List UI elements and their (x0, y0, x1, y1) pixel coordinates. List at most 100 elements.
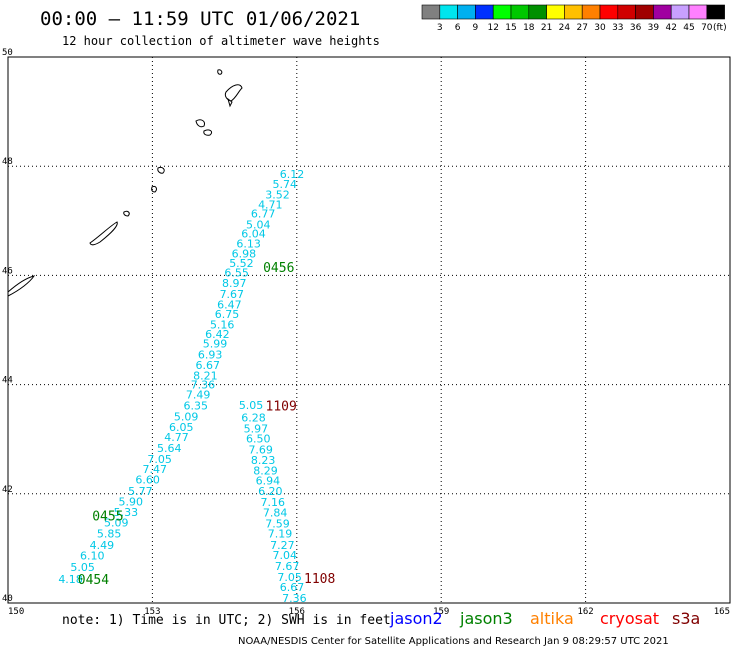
data-point-label: 5.85 (97, 528, 122, 541)
pass-time-label: 0456 (263, 261, 294, 276)
data-point-label: 7.49 (186, 388, 211, 401)
data-point-label: 6.42 (205, 328, 230, 341)
legend-label: 24 (559, 23, 571, 33)
legend-label: 12 (487, 23, 498, 33)
y-tick-label: 42 (2, 485, 13, 495)
y-tick-label: 50 (2, 48, 13, 58)
x-tick-label: 150 (8, 607, 24, 617)
legend-swatch (421, 4, 441, 20)
x-tick-label: 159 (433, 607, 449, 617)
data-point-label: 7.36 (282, 592, 307, 605)
coastline-outline (224, 84, 243, 102)
legend-swatch (457, 4, 476, 20)
x-tick-label: 156 (289, 607, 305, 617)
coastline-outline (89, 221, 118, 246)
data-point-label: 6.20 (258, 485, 283, 498)
data-point-label: 7.05 (277, 571, 302, 584)
legend-label: 21 (541, 23, 552, 33)
pass-time-label: 0455 (92, 510, 123, 525)
data-point-label: 6.75 (215, 308, 240, 321)
data-point-label: 5.05 (70, 561, 95, 574)
data-point-label: 7.04 (273, 549, 298, 562)
data-point-label: 7.36 (191, 379, 216, 392)
data-point-label: 7.67 (275, 560, 300, 573)
legend-swatch (581, 4, 601, 20)
data-point-label: 4.77 (164, 431, 189, 444)
data-point-label: 5.04 (246, 219, 271, 232)
data-point-label: 5.97 (244, 422, 269, 435)
legend-swatch (439, 4, 458, 20)
data-point-label: 8.29 (253, 464, 278, 477)
data-point-label: 6.47 (217, 298, 242, 311)
satellite-s3a: s3a (672, 609, 700, 628)
data-point-label: 7.69 (248, 444, 273, 457)
data-point-label: 5.09 (104, 517, 129, 530)
data-point-label: 6.93 (198, 349, 223, 362)
chart-title: 00:00 — 11:59 UTC 01/06/2021 (40, 8, 360, 30)
data-point-label: 6.10 (80, 549, 105, 562)
legend-swatch (706, 4, 725, 20)
data-point-label: 8.97 (222, 277, 247, 290)
data-point-label: 8.23 (251, 454, 276, 467)
data-point-label: 5.99 (203, 338, 228, 351)
satellite-legend: jason2 jason3 altika cryosat s3a (389, 609, 700, 628)
data-point-label: 6.50 (246, 433, 271, 446)
y-tick-label: 40 (2, 594, 13, 604)
data-point-label: 3.52 (265, 189, 290, 202)
data-point-label: 7.67 (220, 288, 245, 301)
legend-label: 9 (473, 23, 479, 33)
x-tick-label: 162 (577, 607, 593, 617)
data-point-label: 4.18 (58, 573, 83, 586)
data-point-label: 6.77 (251, 208, 276, 221)
legend-label: 18 (523, 23, 535, 33)
data-point-label: 7.59 (265, 517, 290, 530)
legend-swatch (617, 4, 636, 20)
data-point-label: 7.27 (270, 539, 295, 552)
legend-label: 36 (630, 23, 642, 33)
data-point-label: 5.16 (210, 319, 235, 332)
data-point-label: 5.64 (157, 442, 182, 455)
legend-swatch (599, 4, 619, 20)
legend-swatch (528, 4, 547, 20)
legend-label: 45 (683, 23, 694, 33)
data-point-label: 4.49 (90, 539, 115, 552)
data-point-label: 4.71 (258, 198, 283, 211)
coastline-outline (157, 167, 165, 174)
data-point-label: 5.52 (229, 257, 254, 270)
legend-label: 42 (665, 23, 676, 33)
coastline-outline (217, 69, 223, 75)
chart-subtitle: 12 hour collection of altimeter wave hei… (62, 34, 380, 48)
legend-swatch (492, 4, 512, 20)
y-tick-label: 48 (2, 157, 13, 167)
legend-swatch (688, 4, 708, 20)
pass-time-label: 1109 (266, 399, 297, 414)
legend-label: 6 (455, 23, 461, 33)
legend-label: 30 (594, 23, 606, 33)
data-point-label: 8.21 (193, 369, 218, 382)
data-point-label: 5.05 (239, 399, 264, 412)
data-point-label: 5.74 (273, 178, 298, 191)
data-point-label: 7.47 (143, 463, 168, 476)
data-point-label: 6.04 (241, 227, 266, 240)
legend-label: 70 (701, 23, 713, 33)
data-point-label: 6.55 (224, 267, 249, 280)
wave-height-color-legend: 3 6 9 12 15 18 21 24 27 30 33 36 39 42 45 70 (ft) (421, 4, 727, 33)
data-point-label: 6.05 (169, 421, 194, 434)
legend-unit: (ft) (713, 23, 727, 33)
x-tick-label: 153 (144, 607, 160, 617)
data-point-label: 7.19 (268, 528, 293, 541)
legend-swatch (670, 4, 690, 20)
legend-swatch (546, 4, 565, 20)
legend-swatch (653, 4, 672, 20)
satellite-altika: altika (530, 609, 574, 628)
data-point-label: 7.16 (260, 496, 285, 509)
data-point-label: 6.35 (183, 399, 208, 412)
footer-credit: NOAA/NESDIS Center for Satellite Applica… (238, 636, 669, 647)
data-point-label: 6.28 (241, 411, 266, 424)
plot-frame (7, 56, 731, 604)
plot-area: 150 153 156 159 162 1654042444648504.185.056.… (2, 48, 731, 617)
legend-label: 15 (505, 23, 516, 33)
data-point-label: 6.98 (232, 248, 257, 261)
legend-label: 3 (437, 23, 443, 33)
note-text: note: 1) Time is in UTC; 2) SWH is in fe… (62, 613, 391, 628)
